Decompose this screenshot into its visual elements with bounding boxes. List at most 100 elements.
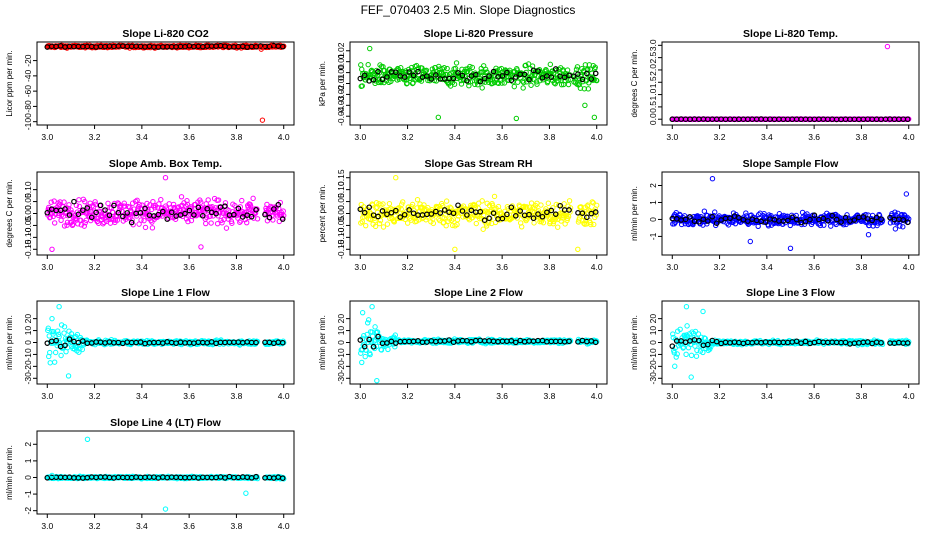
y-tick-label: -10 [23, 348, 33, 361]
reference-point [388, 209, 395, 216]
reference-point [584, 70, 590, 77]
reference-point [97, 202, 104, 209]
data-point [133, 213, 140, 219]
data-point [400, 199, 406, 205]
y-tick-label: 0.05 [336, 193, 346, 210]
reference-point [195, 204, 202, 211]
outlier-point [359, 309, 366, 316]
reference-point [544, 209, 550, 216]
reference-point [357, 206, 364, 213]
x-tick-label: 3.4 [136, 391, 148, 401]
x-tick-label: 4.0 [278, 262, 290, 272]
x-tick-label: 3.6 [808, 132, 820, 142]
y-tick-label: 0.02 [336, 42, 346, 59]
data-point [408, 64, 415, 71]
reference-point [379, 76, 386, 83]
panel-title: Slope Sample Flow [743, 158, 840, 170]
reference-point [424, 73, 430, 79]
y-tick-label: -30 [648, 372, 658, 385]
y-tick-label: 20 [23, 314, 33, 324]
data-point [205, 197, 211, 203]
point-cloud [357, 45, 600, 122]
reference-point [164, 216, 171, 222]
y-axis-label: degrees C per min. [5, 179, 14, 247]
reference-point [357, 75, 364, 82]
data-point [441, 215, 447, 221]
data-point [583, 217, 589, 224]
outlier-point [258, 46, 264, 52]
reference-point [271, 206, 277, 212]
reference-point [406, 69, 412, 75]
reference-point [231, 211, 237, 218]
x-tick-label: 4.0 [278, 521, 290, 531]
data-point [529, 72, 535, 79]
outlier-point [787, 245, 794, 251]
data-point [523, 204, 530, 210]
y-tick-label: -0.15 [336, 239, 346, 259]
reference-point [477, 208, 484, 215]
data-point [479, 85, 485, 91]
data-point [421, 202, 427, 208]
data-point [585, 202, 591, 208]
x-tick-label: 3.8 [231, 132, 243, 142]
outlier-point [582, 102, 588, 109]
data-point [586, 80, 592, 86]
reference-point [459, 208, 466, 214]
data-point [443, 223, 449, 229]
reference-point [455, 70, 461, 76]
data-point [453, 60, 460, 66]
data-point [359, 359, 365, 366]
data-point [362, 353, 368, 360]
data-point [380, 201, 386, 207]
data-point [144, 200, 150, 207]
x-tick-label: 3.4 [449, 391, 461, 401]
reference-point [508, 77, 515, 84]
data-point [467, 79, 474, 85]
data-point [458, 81, 465, 87]
y-axis-label: ml/min per min. [318, 315, 327, 370]
reference-point [159, 208, 166, 215]
data-point [531, 220, 537, 226]
y-tick-label: 0.00 [23, 205, 33, 222]
reference-point [44, 209, 51, 216]
x-tick-label: 4.0 [591, 262, 603, 272]
data-point [565, 213, 572, 220]
reference-point [80, 207, 86, 213]
plot-frame [661, 41, 920, 126]
data-point [482, 66, 489, 72]
y-axis-label: percent per min. [318, 185, 327, 243]
data-point [528, 200, 535, 206]
x-tick-label: 3.6 [183, 521, 195, 531]
data-point [545, 78, 551, 85]
data-point [448, 217, 455, 224]
data-point [404, 80, 410, 86]
outlier-point [683, 304, 690, 310]
reference-point [266, 214, 273, 221]
point-cloud [44, 175, 287, 252]
reference-point [530, 215, 537, 222]
reference-point [410, 72, 417, 79]
reference-point [552, 66, 559, 72]
reference-point [490, 68, 497, 75]
reference-point [406, 207, 412, 213]
data-point [274, 213, 281, 219]
y-tick-label: 1 [23, 458, 33, 463]
outlier-point [259, 117, 266, 123]
data-point [564, 67, 571, 73]
data-point [440, 202, 446, 209]
data-point [444, 65, 450, 72]
data-point [439, 214, 445, 221]
y-tick-label: 0.00 [336, 64, 346, 81]
data-point [391, 219, 398, 225]
reference-point [182, 210, 188, 217]
outlier-point [49, 246, 55, 252]
data-point [594, 202, 600, 208]
data-point [558, 81, 565, 88]
data-point [477, 215, 483, 222]
outlier-point [884, 43, 891, 50]
outlier-point [56, 304, 62, 310]
x-tick-label: 3.4 [136, 262, 148, 272]
panel-title: Slope Gas Stream RH [425, 158, 533, 170]
